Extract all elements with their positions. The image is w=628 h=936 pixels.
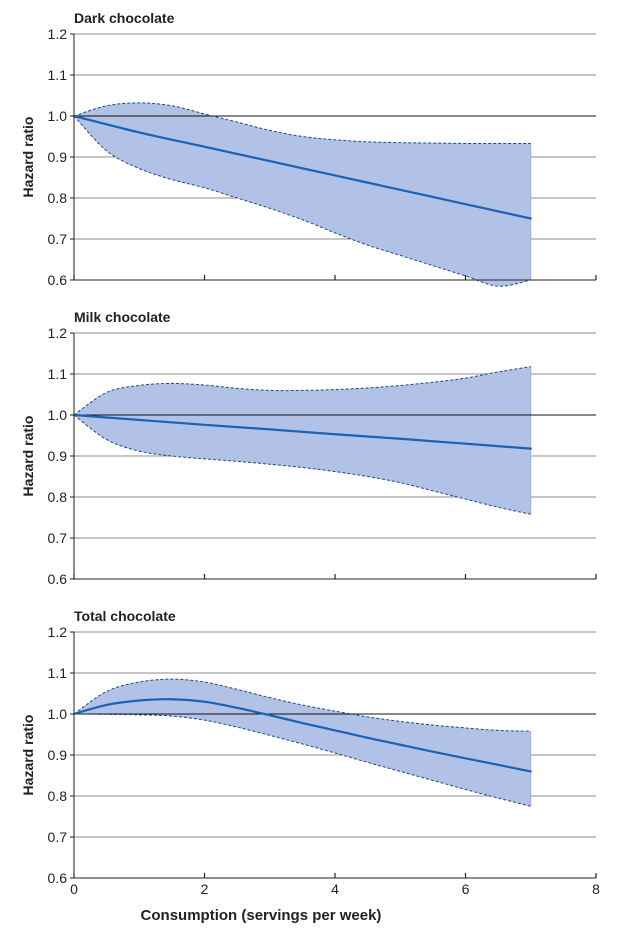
ci-lower-line [73, 713, 531, 807]
x-tick-label: 2 [201, 881, 209, 897]
y-tick-label: 0.8 [48, 190, 68, 206]
panel-title: Milk chocolate [74, 309, 171, 325]
estimate-line [72, 413, 532, 450]
y-tick-label: 0.7 [48, 231, 68, 247]
panel-title: Total chocolate [74, 608, 176, 624]
x-tick-label: 0 [70, 881, 78, 897]
confidence-band [74, 366, 531, 515]
y-tick-label: 0.9 [48, 149, 68, 165]
y-tick-label: 1.2 [48, 325, 68, 341]
y-tick-label: 0.6 [48, 571, 68, 587]
y-tick-label: 0.9 [48, 448, 68, 464]
x-axis-label: Consumption (servings per week) [141, 907, 382, 924]
y-tick-label: 0.7 [48, 829, 68, 845]
y-tick-label: 0.8 [48, 489, 68, 505]
ci-lower-line [73, 414, 531, 515]
ci-upper-line [73, 366, 531, 416]
confidence-band [74, 679, 531, 807]
panel-title: Dark chocolate [74, 10, 175, 26]
ci-upper-line [73, 102, 531, 145]
x-tick-label: 8 [592, 881, 600, 897]
confidence-band [74, 102, 531, 287]
y-tick-label: 1.2 [48, 624, 68, 640]
y-axis-label: Hazard ratio [20, 117, 36, 198]
y-tick-label: 0.6 [48, 870, 68, 886]
y-tick-label: 1.1 [48, 366, 68, 382]
x-tick-label: 6 [462, 881, 470, 897]
y-tick-label: 1.0 [48, 108, 68, 124]
y-tick-label: 1.1 [48, 67, 68, 83]
y-tick-label: 1.0 [48, 706, 68, 722]
y-tick-label: 0.9 [48, 747, 68, 763]
y-tick-label: 0.6 [48, 272, 68, 288]
estimate-line [72, 114, 532, 220]
estimate-line [72, 698, 532, 773]
y-axis-label: Hazard ratio [20, 715, 36, 796]
x-tick-label: 4 [331, 881, 339, 897]
ci-upper-line [73, 678, 531, 732]
y-axis-label: Hazard ratio [20, 416, 36, 497]
y-tick-label: 1.1 [48, 665, 68, 681]
y-tick-label: 0.8 [48, 788, 68, 804]
y-tick-label: 1.0 [48, 407, 68, 423]
y-tick-label: 1.2 [48, 26, 68, 42]
y-tick-label: 0.7 [48, 530, 68, 546]
ci-lower-line [73, 115, 531, 287]
